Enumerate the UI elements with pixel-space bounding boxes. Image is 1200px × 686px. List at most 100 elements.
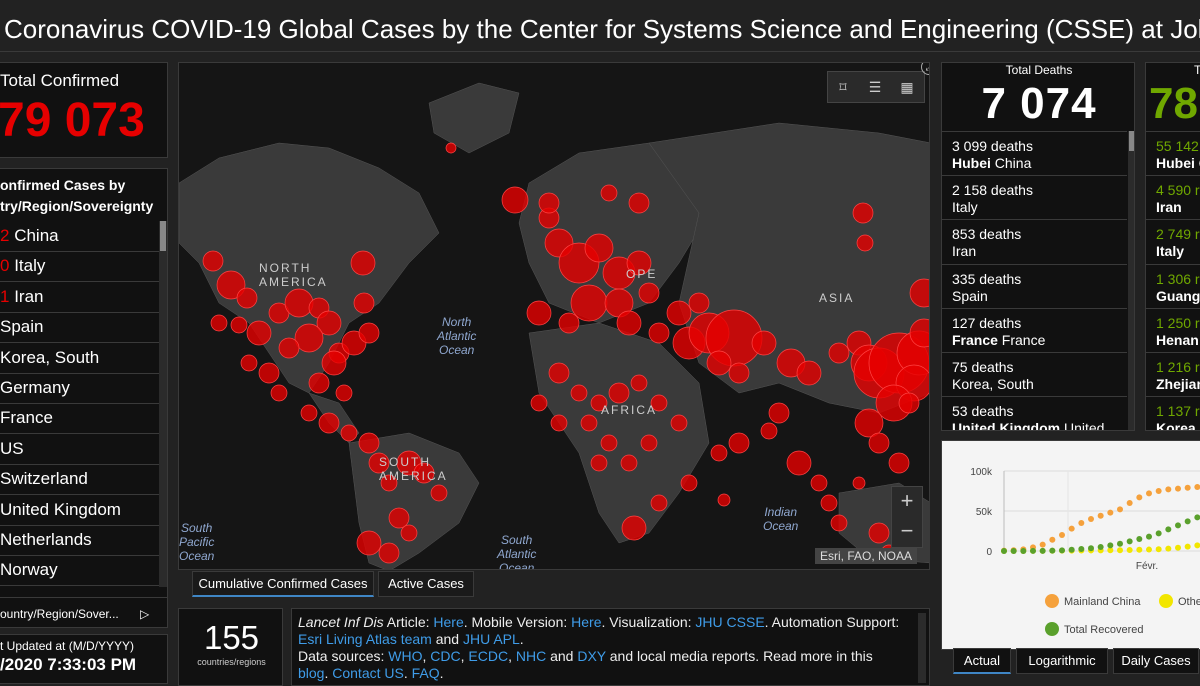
country-row[interactable]: Netherlands	[0, 525, 160, 556]
next-arrow-icon[interactable]: ▷	[140, 607, 150, 621]
case-marker[interactable]	[909, 278, 930, 308]
chart-tab-logarithmic[interactable]: Logarithmic	[1016, 648, 1108, 674]
ecdc-link[interactable]: ECDC	[468, 648, 509, 664]
case-marker[interactable]	[688, 292, 710, 314]
case-marker[interactable]	[728, 362, 750, 384]
deaths-row[interactable]: 2 158 deaths Italy	[942, 175, 1127, 219]
case-marker[interactable]	[810, 474, 828, 492]
case-marker[interactable]	[854, 408, 884, 438]
case-marker[interactable]	[728, 432, 750, 454]
deaths-row[interactable]: 127 deaths France France	[942, 307, 1127, 352]
deaths-scrollbar[interactable]	[1128, 131, 1134, 430]
case-marker[interactable]	[616, 310, 642, 336]
case-marker[interactable]	[335, 384, 353, 402]
case-marker[interactable]	[358, 322, 380, 344]
case-marker[interactable]	[526, 300, 552, 326]
case-marker[interactable]	[648, 322, 670, 344]
case-marker[interactable]	[270, 384, 288, 402]
country-list-selector[interactable]: ountry/Region/Sover... ▷	[0, 597, 167, 627]
case-marker[interactable]	[868, 432, 890, 454]
case-marker[interactable]	[650, 394, 668, 412]
case-marker[interactable]	[898, 392, 920, 414]
case-marker[interactable]	[786, 450, 812, 476]
case-marker[interactable]	[300, 404, 318, 422]
deaths-row[interactable]: 335 deaths Spain	[942, 263, 1127, 308]
recovered-row[interactable]: 1 216 rZhejian	[1146, 352, 1200, 396]
case-marker[interactable]	[909, 318, 930, 348]
case-marker[interactable]	[590, 394, 608, 412]
case-marker[interactable]	[621, 515, 647, 541]
case-marker[interactable]	[284, 288, 314, 318]
case-marker[interactable]	[584, 233, 614, 263]
case-marker[interactable]	[340, 424, 358, 442]
case-marker[interactable]	[353, 292, 375, 314]
case-marker[interactable]	[210, 314, 228, 332]
case-marker[interactable]	[202, 250, 224, 272]
recovered-row[interactable]: 1 306 rGuange	[1146, 263, 1200, 308]
esri-link[interactable]: Esri Living Atlas team	[298, 631, 432, 647]
case-marker[interactable]	[570, 384, 588, 402]
case-marker[interactable]	[294, 323, 324, 353]
grid-icon[interactable]: ▦	[900, 79, 914, 95]
case-marker[interactable]	[600, 184, 618, 202]
case-marker[interactable]	[852, 202, 874, 224]
case-marker[interactable]	[548, 362, 570, 384]
country-row[interactable]: US	[0, 434, 160, 465]
dxy-link[interactable]: DXY	[577, 648, 606, 664]
case-marker[interactable]	[278, 337, 300, 359]
case-marker[interactable]	[666, 300, 692, 326]
case-marker[interactable]	[308, 372, 330, 394]
country-row[interactable]: Germany	[0, 373, 160, 404]
country-row[interactable]: United Kingdom	[0, 495, 160, 526]
country-row[interactable]: 1 Iran	[0, 282, 160, 313]
country-row[interactable]: Norway	[0, 555, 160, 587]
country-row[interactable]: Switzerland	[0, 464, 160, 496]
case-marker[interactable]	[768, 402, 790, 424]
info-scrollbar[interactable]	[918, 613, 926, 683]
deaths-scroll-thumb[interactable]	[1129, 131, 1134, 151]
case-marker[interactable]	[820, 494, 838, 512]
case-marker[interactable]	[316, 310, 342, 336]
deaths-row[interactable]: 853 deaths Iran	[942, 219, 1127, 263]
case-marker[interactable]	[445, 142, 457, 154]
country-list-scrollbar[interactable]	[159, 221, 167, 587]
jhu-csse-link[interactable]: JHU CSSE	[695, 614, 765, 630]
tab-cumulative-confirmed[interactable]: Cumulative Confirmed Cases	[192, 571, 374, 597]
case-marker[interactable]	[608, 382, 630, 404]
case-marker[interactable]	[538, 192, 560, 214]
lancet-link[interactable]: Here	[433, 614, 464, 630]
case-marker[interactable]	[628, 192, 650, 214]
case-marker[interactable]	[600, 434, 618, 452]
case-marker[interactable]	[856, 234, 874, 252]
chart-tab-daily-cases[interactable]: Daily Cases	[1113, 648, 1199, 674]
case-marker[interactable]	[350, 250, 376, 276]
case-marker[interactable]	[368, 452, 390, 474]
case-marker[interactable]	[626, 250, 652, 276]
world-map[interactable]: NORTH AMERICA OPE ASIA AFRICA SOUTH AMERIC…	[178, 62, 930, 570]
case-marker[interactable]	[650, 494, 668, 512]
case-marker[interactable]	[246, 320, 272, 346]
deaths-row[interactable]: 3 099 deaths Hubei China	[942, 131, 1127, 175]
case-marker[interactable]	[236, 287, 258, 309]
case-marker[interactable]	[717, 493, 731, 507]
case-marker[interactable]	[230, 316, 248, 334]
country-row[interactable]: France	[0, 403, 160, 435]
list-icon[interactable]: ☰	[868, 79, 882, 95]
zoom-in-button[interactable]: +	[900, 488, 914, 513]
case-marker[interactable]	[640, 434, 658, 452]
nhc-link[interactable]: NHC	[515, 648, 547, 664]
case-marker[interactable]	[796, 360, 822, 386]
zoom-out-button[interactable]: −	[900, 518, 914, 543]
mobile-version-link[interactable]: Here	[571, 614, 602, 630]
case-marker[interactable]	[630, 374, 648, 392]
blog-link[interactable]: blog	[298, 665, 325, 681]
case-marker[interactable]	[868, 522, 890, 544]
case-marker[interactable]	[321, 350, 347, 376]
case-marker[interactable]	[240, 354, 258, 372]
case-marker[interactable]	[751, 330, 777, 356]
case-marker[interactable]	[356, 530, 382, 556]
case-marker[interactable]	[378, 542, 400, 564]
country-row[interactable]: Korea, South	[0, 343, 160, 374]
case-marker[interactable]	[216, 270, 246, 300]
